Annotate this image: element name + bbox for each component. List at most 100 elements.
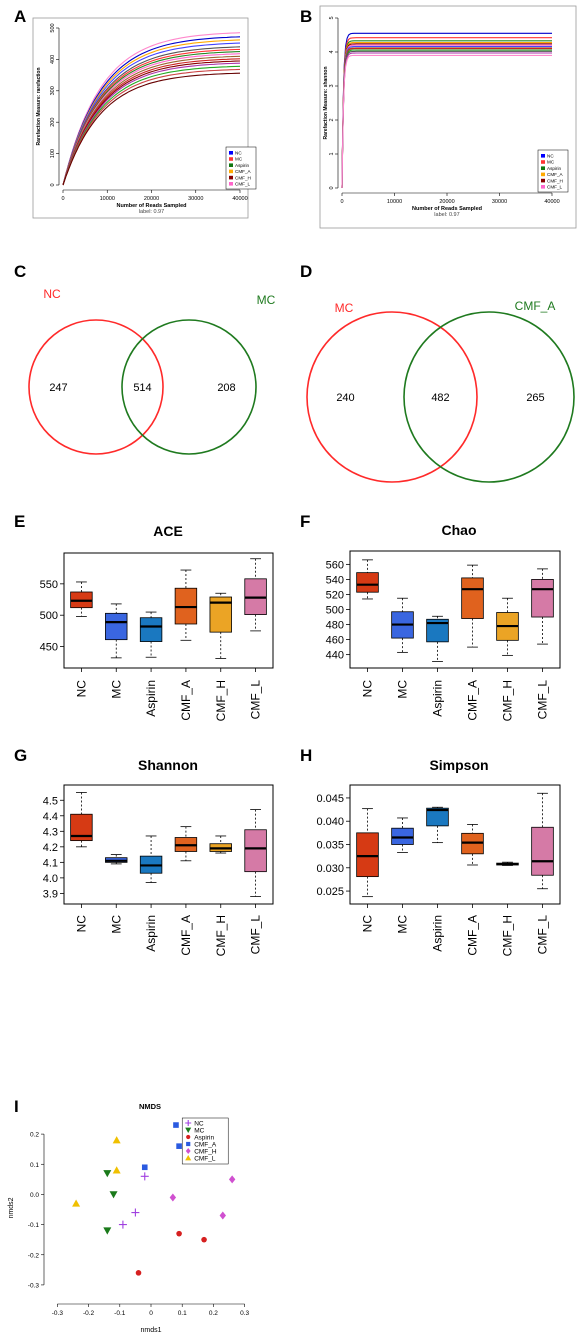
category-label: CMF_H — [214, 680, 228, 721]
venn-circle-right — [121, 319, 257, 455]
y-tick-label: 450 — [40, 642, 58, 654]
y-axis-label: nmds2 — [8, 1197, 15, 1218]
legend-label: Aspirin — [547, 166, 561, 171]
y-tick-label: 0.045 — [316, 793, 344, 805]
y-tick-label: 4 — [329, 50, 335, 53]
venn-count-right-only: 265 — [526, 392, 544, 404]
y-tick-label: 300 — [50, 86, 56, 95]
legend-label: CMF_L — [235, 182, 251, 187]
legend-swatch — [541, 172, 545, 177]
legend-label: CMF_H — [235, 175, 251, 180]
point-NC-2 — [118, 1220, 127, 1229]
x-tick-label: 0.3 — [240, 1310, 249, 1317]
category-label: CMF_H — [214, 915, 228, 956]
point-CMF_A-0 — [141, 1164, 148, 1171]
category-label: Aspirin — [144, 915, 158, 952]
category-label: CMF_L — [249, 915, 263, 955]
y-tick-label: 480 — [326, 620, 344, 632]
category-label: NC — [74, 915, 88, 933]
panel-label-B: B — [300, 7, 312, 26]
point-CMF_L-0 — [72, 1199, 81, 1207]
venn-count-both: 482 — [431, 392, 449, 404]
panel-label-C: C — [14, 262, 26, 281]
y-tick-label: 560 — [326, 559, 344, 571]
y-tick-label: 4.4 — [43, 811, 58, 823]
point-Aspirin-2 — [201, 1236, 207, 1243]
point-MC-2 — [103, 1227, 112, 1235]
y-tick-label: 0.2 — [30, 1132, 39, 1139]
x-axis-label: Number of Reads Sampled — [117, 203, 187, 209]
legend-label: CMF_H — [194, 1149, 217, 1156]
x-tick-label: 10000 — [387, 199, 402, 205]
venn-circle-right — [403, 311, 575, 483]
y-axis-label: Rarefaction Measure: shannon — [323, 66, 329, 139]
chart-title: NMDS — [139, 1102, 161, 1111]
venn-set-label-left: MC — [335, 301, 354, 315]
rarefaction-curve-0 — [341, 32, 552, 189]
category-label: Aspirin — [431, 680, 445, 717]
box-Aspirin — [426, 618, 449, 643]
y-tick-label: 540 — [326, 574, 344, 586]
rarefaction-curve-10 — [341, 50, 552, 189]
legend-label: CMF_A — [547, 172, 564, 177]
category-label: MC — [109, 680, 123, 699]
legend-label: CMF_L — [194, 1156, 216, 1163]
legend-box — [181, 1117, 229, 1165]
venn-panel-D: MC CMF_A 240 482 265 — [306, 299, 575, 483]
point-NC-1 — [131, 1208, 140, 1217]
y-tick-label: 500 — [326, 605, 344, 617]
y-tick-label: 1 — [329, 152, 335, 155]
legend-label: MC — [547, 160, 555, 165]
box-MC — [105, 612, 128, 641]
y-tick-label: 0 — [329, 186, 335, 189]
y-tick-label: 440 — [326, 650, 344, 662]
legend-label: Aspirin — [194, 1135, 214, 1142]
y-tick-label: 0.030 — [316, 863, 344, 875]
y-tick-label: 3.9 — [43, 888, 58, 900]
y-tick-label: 500 — [40, 610, 58, 622]
point-CMF_A-2 — [176, 1143, 182, 1149]
box-MC — [391, 827, 414, 845]
chart-title: Chao — [442, 522, 477, 538]
legend-swatch — [229, 151, 233, 155]
panel-label-E: E — [14, 512, 25, 531]
rarefaction-curve-1 — [341, 37, 552, 189]
y-tick-label: 4.1 — [43, 857, 58, 869]
x-tick-label: 40000 — [232, 196, 247, 202]
x-tick-label: 0.1 — [178, 1310, 187, 1317]
chart-title: Shannon — [138, 757, 198, 773]
box-panel-G: Shannon 3.9 4.0 4.1 4.2 4.3 4.4 4.5 NC MC Aspirin C… — [43, 757, 274, 956]
panel-label-H: H — [300, 746, 312, 765]
venn-count-both: 514 — [133, 382, 151, 394]
x-tick-label: 0 — [61, 196, 64, 202]
venn-set-label-right: MC — [257, 293, 276, 307]
panel-label-I: I — [14, 1097, 19, 1116]
rarefaction-curve-11 — [341, 52, 552, 189]
x-tick-label: -0.1 — [114, 1310, 126, 1317]
legend-label: CMF_A — [194, 1142, 217, 1149]
x-tick-label: 0 — [149, 1310, 153, 1317]
box-Aspirin — [426, 807, 449, 827]
legend-label: MC — [194, 1128, 204, 1135]
y-tick-label: 3 — [329, 84, 335, 87]
x-tick-label: 10000 — [100, 196, 115, 202]
rarefaction-panel-A: 0 10000 20000 30000 40000 0 100 200 300 400 500 Num… — [32, 17, 257, 219]
x-tick-label: 0.2 — [209, 1310, 218, 1317]
y-tick-label: 400 — [50, 55, 56, 64]
legend-swatch — [229, 175, 233, 180]
category-label: CMF_A — [466, 680, 480, 721]
y-tick-label: 550 — [40, 579, 58, 591]
x-tick-label: 40000 — [544, 199, 559, 205]
venn-set-label-right: CMF_A — [515, 299, 556, 313]
category-label: MC — [396, 680, 410, 699]
x-tick-label: 30000 — [492, 199, 507, 205]
rarefaction-curve-5 — [341, 44, 552, 189]
legend-label: CMF_A — [235, 169, 252, 174]
category-label: CMF_A — [179, 680, 193, 721]
point-Aspirin-1 — [176, 1230, 182, 1237]
rarefaction-curve-14 — [62, 72, 241, 186]
category-label: CMF_H — [501, 915, 515, 956]
y-tick-label: 500 — [50, 23, 56, 32]
shannon-rarefaction-panel-B: 0 10000 20000 30000 40000 0 1 2 3 4 5 Number of Rea… — [319, 5, 577, 229]
